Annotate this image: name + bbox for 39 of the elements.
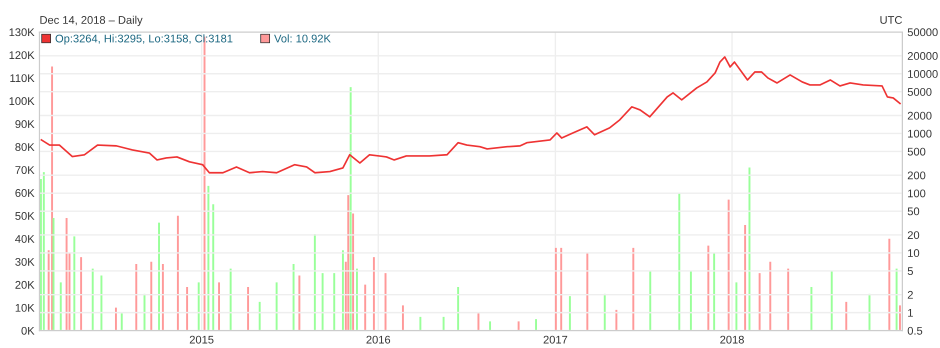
line-series [40,56,901,174]
y2-tick-label: 10000 [908,70,938,78]
y2-tick-label: 2000 [908,112,932,120]
y-tick-label: 50K [15,212,34,220]
y2-tick-label: 500 [908,148,926,156]
legend-label: Vol: 10.92K [274,34,331,42]
x-tick-label: 2017 [544,336,568,344]
y-tick-label: 20K [15,280,34,289]
y2-tick-label: 20000 [908,52,938,60]
y-tick-label: 110K [10,74,34,82]
x-tick-label: 2016 [366,336,390,344]
text: UTC [880,16,902,24]
y-tick-label: 0K [21,326,34,335]
y2-tick-label: 10 [908,249,920,258]
y-tick-label: 10K [16,304,34,312]
y2-tick-label: 20 [908,231,920,240]
x-tick-label: 2018 [720,336,744,344]
y2-tick-label: 50000 [908,28,938,36]
y2-tick-label: 50 [908,207,920,216]
y2-tick-label: 5000 [908,88,932,96]
y-tick-label: 80K [15,143,34,151]
y2-tick-label: 0.5 [908,326,922,335]
y2-tick-label: 1000 [908,130,932,138]
y2-tick-label: 200 [908,171,926,180]
y-tick-label: 70K [15,166,34,174]
y-tick-label: 130K [10,28,34,36]
y-tick-label: 120K [10,51,34,60]
legend-label: Op:3264, Hi:3295, Lo:3158, Cl:3181 [56,34,232,45]
y-tick-label: 30K [15,258,34,266]
y-tick-label: 100K [10,97,34,106]
x-tick-label: 2015 [190,336,214,344]
y2-tick-label: 1 [908,309,913,317]
y-tick-label: 90K [15,120,34,128]
chart-subtitle: Dec 14, 2018 – Daily [40,16,143,26]
y2-tick-label: 2 [908,290,913,299]
y2-tick-label: 5 [908,267,913,276]
y2-tick-label: 100 [908,189,926,198]
y-tick-label: 60K [15,189,34,197]
y-tick-label: 40K [15,234,34,243]
